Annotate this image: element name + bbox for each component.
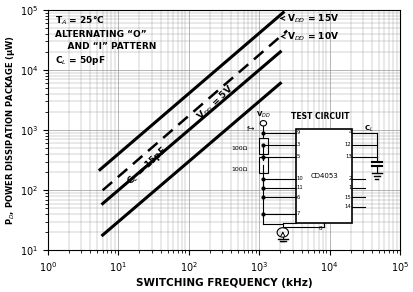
- Y-axis label: P$_D$, POWER DISSIPATION PACKAGE (μW): P$_D$, POWER DISSIPATION PACKAGE (μW): [4, 35, 17, 225]
- X-axis label: SWITCHING FREQUENCY (kHz): SWITCHING FREQUENCY (kHz): [135, 278, 312, 288]
- Text: T$_A$ = 25°C
ALTERNATING “O”
    AND “I” PATTERN
C$_L$ = 50pF: T$_A$ = 25°C ALTERNATING “O” AND “I” PAT…: [55, 15, 156, 67]
- Text: C$_L$ = 15pF: C$_L$ = 15pF: [124, 144, 170, 188]
- Text: V$_{DD}$ = 5V: V$_{DD}$ = 5V: [194, 83, 237, 123]
- Text: V$_{DD}$ = 15V: V$_{DD}$ = 15V: [281, 12, 339, 25]
- Text: V$_{DD}$ = 10V: V$_{DD}$ = 10V: [281, 30, 339, 43]
